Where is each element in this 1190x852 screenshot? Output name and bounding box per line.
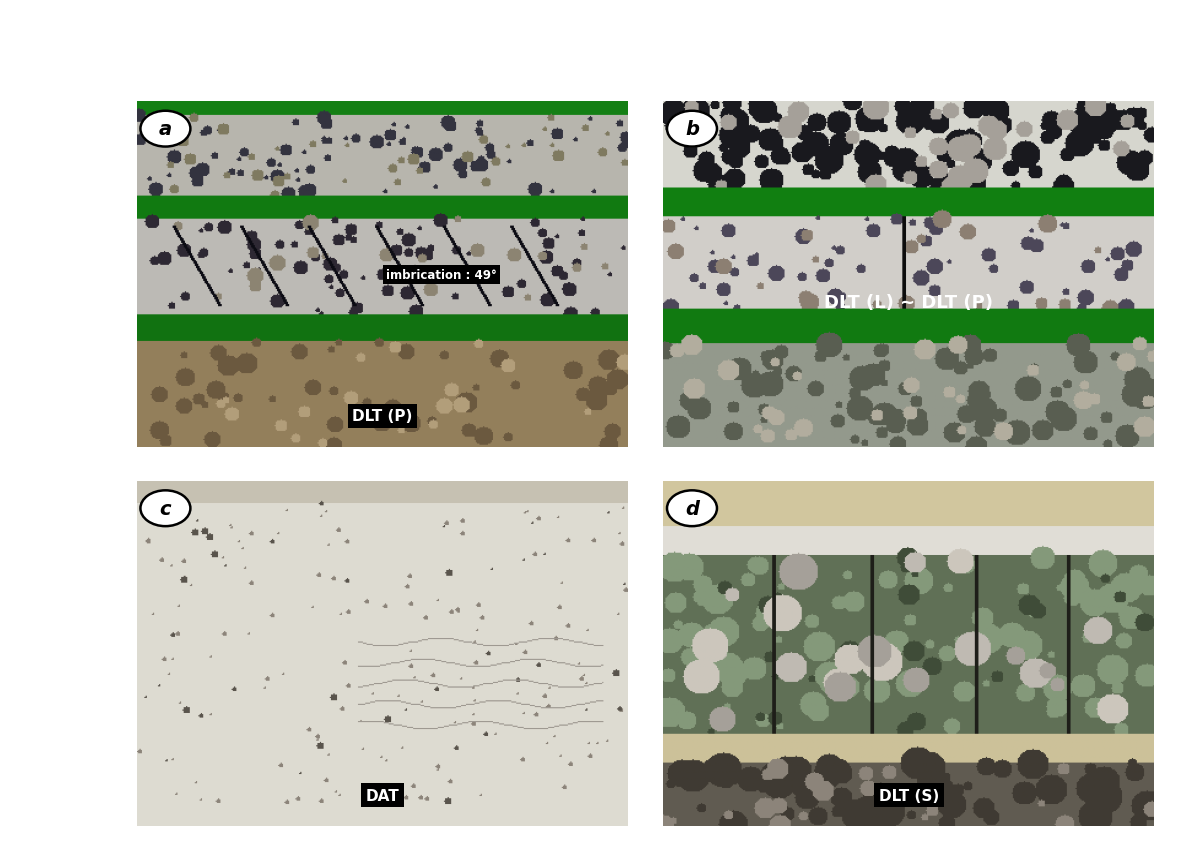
Text: a: a (158, 120, 173, 139)
Text: DAT: DAT (365, 788, 399, 803)
Text: c: c (159, 499, 171, 518)
Text: DLT (P): DLT (P) (352, 409, 413, 423)
Text: DLT (S): DLT (S) (878, 788, 939, 803)
Text: DLT (L) ~ DLT (P): DLT (L) ~ DLT (P) (825, 293, 994, 311)
Text: b: b (685, 120, 699, 139)
Text: d: d (685, 499, 699, 518)
Text: imbrication : 49°: imbrication : 49° (386, 268, 496, 281)
